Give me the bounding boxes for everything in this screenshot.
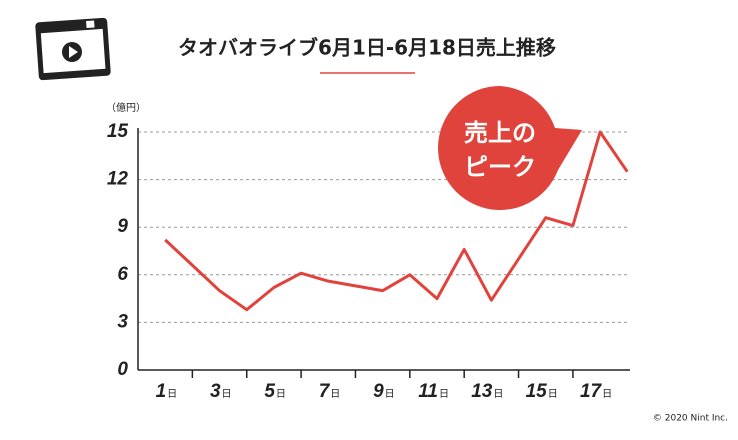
y-tick-label: 0 <box>117 359 128 380</box>
y-tick-label: 15 <box>107 121 129 142</box>
x-tick-label: 3 <box>210 381 221 402</box>
copyright: © 2020 Nint Inc. <box>653 414 728 424</box>
x-tick-label: 9 <box>373 381 384 402</box>
video-icon <box>35 17 111 81</box>
y-tick-label: 6 <box>117 264 128 285</box>
y-axis-label: （億円） <box>106 101 146 114</box>
x-tick-unit: 日 <box>548 389 558 400</box>
callout-text: ピーク <box>464 153 536 181</box>
callout-text: 売上の <box>464 119 536 147</box>
x-tick-unit: 日 <box>385 389 395 400</box>
y-tick-label: 12 <box>107 169 129 190</box>
chart-title: タオバオライブ6月1日-6月18日売上推移 <box>178 36 556 60</box>
x-tick-label: 17 <box>580 381 603 402</box>
y-tick-label: 3 <box>117 311 128 332</box>
x-tick-label: 11 <box>418 381 438 402</box>
y-tick-label: 9 <box>117 216 128 237</box>
x-tick-unit: 日 <box>439 389 449 400</box>
x-tick-label: 15 <box>526 381 548 402</box>
x-tick-unit: 日 <box>276 389 286 400</box>
x-tick-unit: 日 <box>602 389 612 400</box>
x-tick-label: 1 <box>156 381 167 402</box>
x-tick-label: 5 <box>264 381 275 402</box>
x-tick-unit: 日 <box>167 389 177 400</box>
line-series <box>164 130 629 312</box>
x-tick-unit: 日 <box>330 389 340 400</box>
x-tick-label: 13 <box>471 381 493 402</box>
callout-bubble <box>438 86 582 210</box>
x-tick-label: 7 <box>319 381 331 402</box>
x-tick-unit: 日 <box>222 389 232 400</box>
x-tick-unit: 日 <box>493 389 503 400</box>
